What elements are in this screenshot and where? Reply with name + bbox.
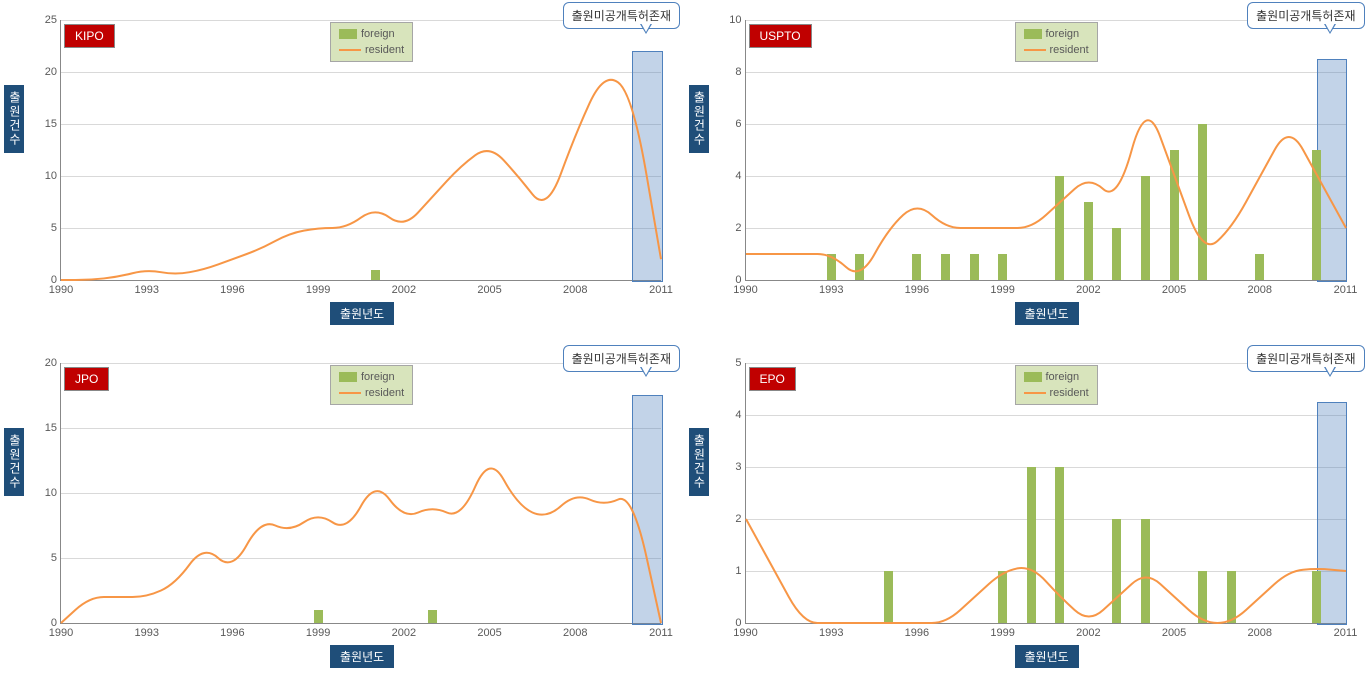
office-badge: JPO bbox=[64, 367, 109, 391]
legend-foreign-label: foreign bbox=[361, 28, 395, 40]
y-tick-label: 20 bbox=[45, 66, 61, 78]
callout-unpublished: 출원미공개특허존재 bbox=[1247, 345, 1364, 372]
y-axis-label: 출원건수 bbox=[4, 428, 24, 496]
x-tick-label: 2005 bbox=[1162, 280, 1186, 296]
y-tick-label: 10 bbox=[45, 487, 61, 499]
office-badge: EPO bbox=[749, 367, 796, 391]
x-tick-label: 2008 bbox=[563, 280, 587, 296]
x-tick-label: 2002 bbox=[1076, 623, 1100, 639]
y-tick-label: 3 bbox=[735, 461, 745, 473]
x-tick-label: 1993 bbox=[134, 623, 158, 639]
panel-epo: 01234519901993199619992002200520082011EP… bbox=[685, 343, 1369, 685]
x-tick-label: 1990 bbox=[733, 623, 757, 639]
x-tick-label: 1996 bbox=[220, 623, 244, 639]
x-tick-label: 1999 bbox=[990, 623, 1014, 639]
x-tick-label: 2011 bbox=[649, 280, 673, 296]
x-axis-label: 출원년도 bbox=[1015, 645, 1079, 668]
x-tick-label: 1999 bbox=[990, 280, 1014, 296]
y-tick-label: 6 bbox=[735, 118, 745, 130]
y-tick-label: 10 bbox=[45, 170, 61, 182]
legend-resident: resident bbox=[1024, 42, 1089, 58]
legend-foreign: foreign bbox=[339, 26, 404, 42]
x-tick-label: 2005 bbox=[1162, 623, 1186, 639]
x-tick-label: 2005 bbox=[477, 623, 501, 639]
x-tick-label: 2008 bbox=[563, 623, 587, 639]
y-tick-label: 5 bbox=[51, 222, 61, 234]
office-badge: KIPO bbox=[64, 24, 115, 48]
callout-unpublished: 출원미공개특허존재 bbox=[563, 345, 680, 372]
panel-kipo: 0510152025199019931996199920022005200820… bbox=[0, 0, 684, 342]
legend-resident-label: resident bbox=[365, 387, 404, 399]
x-tick-label: 1990 bbox=[49, 280, 73, 296]
y-tick-label: 15 bbox=[45, 422, 61, 434]
x-tick-label: 2011 bbox=[1334, 280, 1358, 296]
x-tick-label: 1990 bbox=[49, 623, 73, 639]
x-tick-label: 2008 bbox=[1248, 280, 1272, 296]
legend-resident: resident bbox=[1024, 385, 1089, 401]
x-tick-label: 1993 bbox=[819, 623, 843, 639]
y-axis-label: 출원건수 bbox=[689, 85, 709, 153]
legend-resident: resident bbox=[339, 42, 404, 58]
y-tick-label: 10 bbox=[729, 14, 745, 26]
legend: foreign resident bbox=[1015, 365, 1098, 405]
x-tick-label: 1999 bbox=[306, 623, 330, 639]
x-tick-label: 1996 bbox=[905, 623, 929, 639]
legend: foreign resident bbox=[1015, 22, 1098, 62]
legend-foreign-label: foreign bbox=[361, 371, 395, 383]
x-tick-label: 2011 bbox=[1334, 623, 1358, 639]
x-tick-label: 2011 bbox=[649, 623, 673, 639]
y-tick-label: 25 bbox=[45, 14, 61, 26]
legend: foreign resident bbox=[330, 365, 413, 405]
legend-foreign: foreign bbox=[1024, 26, 1089, 42]
callout-unpublished: 출원미공개특허존재 bbox=[1247, 2, 1364, 29]
office-badge: USPTO bbox=[749, 24, 812, 48]
x-tick-label: 2002 bbox=[1076, 280, 1100, 296]
y-tick-label: 4 bbox=[735, 409, 745, 421]
panel-uspto: 024681019901993199619992002200520082011U… bbox=[685, 0, 1369, 342]
legend-resident-label: resident bbox=[1050, 387, 1089, 399]
x-tick-label: 1990 bbox=[733, 280, 757, 296]
legend-foreign: foreign bbox=[1024, 369, 1089, 385]
legend-resident-label: resident bbox=[1050, 44, 1089, 56]
x-axis-label: 출원년도 bbox=[330, 645, 394, 668]
x-axis-label: 출원년도 bbox=[1015, 302, 1079, 325]
panel-jpo: 0510152019901993199619992002200520082011… bbox=[0, 343, 684, 685]
y-tick-label: 5 bbox=[735, 357, 745, 369]
legend-resident-label: resident bbox=[365, 44, 404, 56]
y-axis-label: 출원건수 bbox=[689, 428, 709, 496]
x-tick-label: 2005 bbox=[477, 280, 501, 296]
y-tick-label: 4 bbox=[735, 170, 745, 182]
x-tick-label: 2008 bbox=[1248, 623, 1272, 639]
y-tick-label: 8 bbox=[735, 66, 745, 78]
x-tick-label: 1996 bbox=[905, 280, 929, 296]
x-tick-label: 1993 bbox=[819, 280, 843, 296]
x-tick-label: 2002 bbox=[392, 280, 416, 296]
legend-resident: resident bbox=[339, 385, 404, 401]
y-axis-label: 출원건수 bbox=[4, 85, 24, 153]
x-tick-label: 1993 bbox=[134, 280, 158, 296]
callout-unpublished: 출원미공개특허존재 bbox=[563, 2, 680, 29]
legend-foreign: foreign bbox=[339, 369, 404, 385]
x-tick-label: 1999 bbox=[306, 280, 330, 296]
y-tick-label: 1 bbox=[735, 565, 745, 577]
y-tick-label: 20 bbox=[45, 357, 61, 369]
y-tick-label: 2 bbox=[735, 222, 745, 234]
legend: foreign resident bbox=[330, 22, 413, 62]
x-tick-label: 2002 bbox=[392, 623, 416, 639]
y-tick-label: 2 bbox=[735, 513, 745, 525]
x-axis-label: 출원년도 bbox=[330, 302, 394, 325]
legend-foreign-label: foreign bbox=[1046, 28, 1080, 40]
legend-foreign-label: foreign bbox=[1046, 371, 1080, 383]
y-tick-label: 15 bbox=[45, 118, 61, 130]
x-tick-label: 1996 bbox=[220, 280, 244, 296]
y-tick-label: 5 bbox=[51, 552, 61, 564]
